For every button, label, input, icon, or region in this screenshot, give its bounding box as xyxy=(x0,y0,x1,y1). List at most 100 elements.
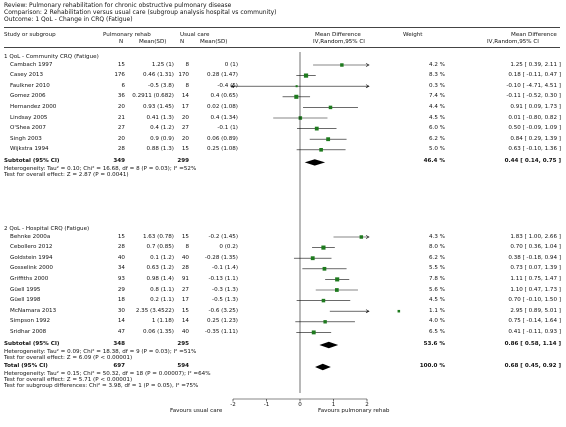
study-weight: 7.4 % xyxy=(429,93,445,100)
study-name: McNamara 2013 xyxy=(10,307,57,314)
heterogeneity: Heterogeneity: Tau² = 0.09; Chi² = 18.38… xyxy=(4,348,197,355)
col-mean1: Mean(SD) xyxy=(139,39,167,45)
usual-mean-sd: -0.35 (1.11) xyxy=(204,328,238,335)
rehab-mean-sd: 0.06 (1.35) xyxy=(142,328,174,335)
study-ci: 0.63 [ -0.10, 1.36 ] xyxy=(508,146,561,153)
effect-square xyxy=(323,320,327,324)
study-weight: 8.0 % xyxy=(429,244,445,251)
col-rehab: Pulmonary rehab xyxy=(103,32,151,38)
ci-arrow xyxy=(365,309,370,314)
x-tick-label: -2 xyxy=(230,402,236,408)
favours-usual-care: Favours usual care xyxy=(170,408,223,414)
rehab-mean-sd: 0.8 (1.1) xyxy=(150,286,174,293)
rehab-mean-sd: -0.5 (3.8) xyxy=(148,82,174,89)
rehab-mean-sd: 1.25 (1) xyxy=(151,61,174,68)
study-weight: 4.5 % xyxy=(429,297,445,304)
study-name: Gosselink 2000 xyxy=(10,265,53,272)
study-ci: 0.70 [ 0.36, 1.04 ] xyxy=(510,244,561,251)
study-ci: -0.11 [ -0.52, 0.30 ] xyxy=(506,93,561,100)
subtotal-label: Subtotal (95% CI) xyxy=(4,158,60,165)
total-label: Total (95% CI) xyxy=(4,363,48,369)
usual-mean-sd: 0.4 (0.65) xyxy=(210,93,239,100)
study-name: Güell 1998 xyxy=(10,297,41,304)
rehab-mean-sd: 0.9 (0.9) xyxy=(150,135,174,142)
ci-arrow xyxy=(365,235,370,239)
subtotal-n2: 299 xyxy=(177,158,189,165)
study-name: O'Shea 2007 xyxy=(10,125,46,132)
effect-square xyxy=(397,309,401,313)
usual-mean-sd: -0.1 (1.4) xyxy=(212,265,238,272)
usual-n: 14 xyxy=(181,93,189,100)
rehab-n: 20 xyxy=(117,135,125,142)
usual-mean-sd: 0.02 (1.08) xyxy=(206,103,238,110)
subgroup-title: 1 QoL - Community CRQ (Fatigue) xyxy=(4,54,99,60)
study-weight: 6.2 % xyxy=(429,254,445,261)
study-name: Güell 1995 xyxy=(10,286,41,293)
subtotal-label: Subtotal (95% CI) xyxy=(4,341,60,347)
usual-n: 40 xyxy=(181,328,189,335)
col-n2: N xyxy=(180,39,185,45)
x-tick-label: 0 xyxy=(298,402,302,408)
usual-mean-sd: -0.1 (1) xyxy=(217,125,238,132)
study-weight: 4.4 % xyxy=(429,103,445,110)
effect-square xyxy=(321,245,326,250)
usual-n: 8 xyxy=(185,61,189,68)
subgroup-title: 2 QoL - Hospital CRQ (Fatigue) xyxy=(4,226,90,232)
study-ci: 0.18 [ -0.11, 0.47 ] xyxy=(508,72,561,79)
comparison-title: Comparison: 2 Rehabilitation versus usua… xyxy=(4,9,277,16)
subtotal-n2: 295 xyxy=(177,341,189,347)
usual-mean-sd: 0.4 (1.34) xyxy=(210,114,239,121)
col-usual: Usual care xyxy=(180,32,210,38)
effect-square xyxy=(326,137,331,142)
effect-square xyxy=(311,330,316,335)
col-md-method: IV,Random,95% CI xyxy=(313,39,365,45)
study-name: Cebollero 2012 xyxy=(10,244,53,251)
rehab-n: 34 xyxy=(117,265,125,272)
rehab-n: 15 xyxy=(117,233,125,240)
subgroup-differences-test: Test for subgroup differences: Chi² = 3.… xyxy=(4,382,199,389)
col-mean2: Mean(SD) xyxy=(200,39,228,45)
rehab-mean-sd: 0.2 (1.1) xyxy=(150,297,174,304)
subtotal-weight: 53.6 % xyxy=(423,341,445,347)
usual-n: 17 xyxy=(181,297,189,304)
rehab-mean-sd: 0.93 (1.45) xyxy=(142,103,174,110)
study-name: Casey 2013 xyxy=(10,72,44,79)
usual-mean-sd: -0.13 (1.1) xyxy=(208,275,238,282)
usual-n: 15 xyxy=(181,307,189,314)
subtotal-weight: 46.4 % xyxy=(423,158,445,165)
ci-arrow xyxy=(365,84,370,89)
usual-n: 20 xyxy=(181,114,189,121)
effect-square xyxy=(340,63,344,67)
usual-n: 15 xyxy=(181,233,189,240)
study-ci: 0.70 [ -0.10, 1.50 ] xyxy=(508,297,561,304)
study-weight: 5.0 % xyxy=(429,146,445,153)
usual-n: 8 xyxy=(185,244,189,251)
study-weight: 5.5 % xyxy=(429,265,445,272)
effect-square xyxy=(294,94,299,99)
effect-square xyxy=(303,73,309,78)
rehab-n: 14 xyxy=(117,318,125,325)
x-tick-label: 1 xyxy=(331,402,336,408)
study-weight: 6.2 % xyxy=(429,135,445,142)
rehab-mean-sd: 1 (1.18) xyxy=(151,318,174,325)
rehab-n: 28 xyxy=(117,244,125,251)
study-name: Sridhar 2008 xyxy=(10,328,47,335)
rehab-n: 29 xyxy=(117,286,125,293)
usual-n: 27 xyxy=(181,286,189,293)
rehab-n: 6 xyxy=(121,82,125,89)
study-weight: 4.5 % xyxy=(429,114,445,121)
usual-mean-sd: -0.3 (1.3) xyxy=(212,286,238,293)
total-n2: 594 xyxy=(177,363,189,369)
study-ci: 0.91 [ 0.09, 1.73 ] xyxy=(510,103,561,110)
study-ci: 0.50 [ -0.09, 1.09 ] xyxy=(508,125,561,132)
effect-square xyxy=(298,116,303,120)
study-ci: 0.41 [ -0.11, 0.93 ] xyxy=(508,328,561,335)
rehab-n: 15 xyxy=(117,61,125,68)
usual-mean-sd: -0.2 (1.45) xyxy=(208,233,238,240)
usual-n: 20 xyxy=(181,135,189,142)
col-md2-method: IV,Random,95% CI xyxy=(487,39,539,45)
rehab-mean-sd: 0.4 (1.2) xyxy=(150,125,174,132)
study-weight: 6.0 % xyxy=(429,125,445,132)
study-name: Goldstein 1994 xyxy=(10,254,53,261)
